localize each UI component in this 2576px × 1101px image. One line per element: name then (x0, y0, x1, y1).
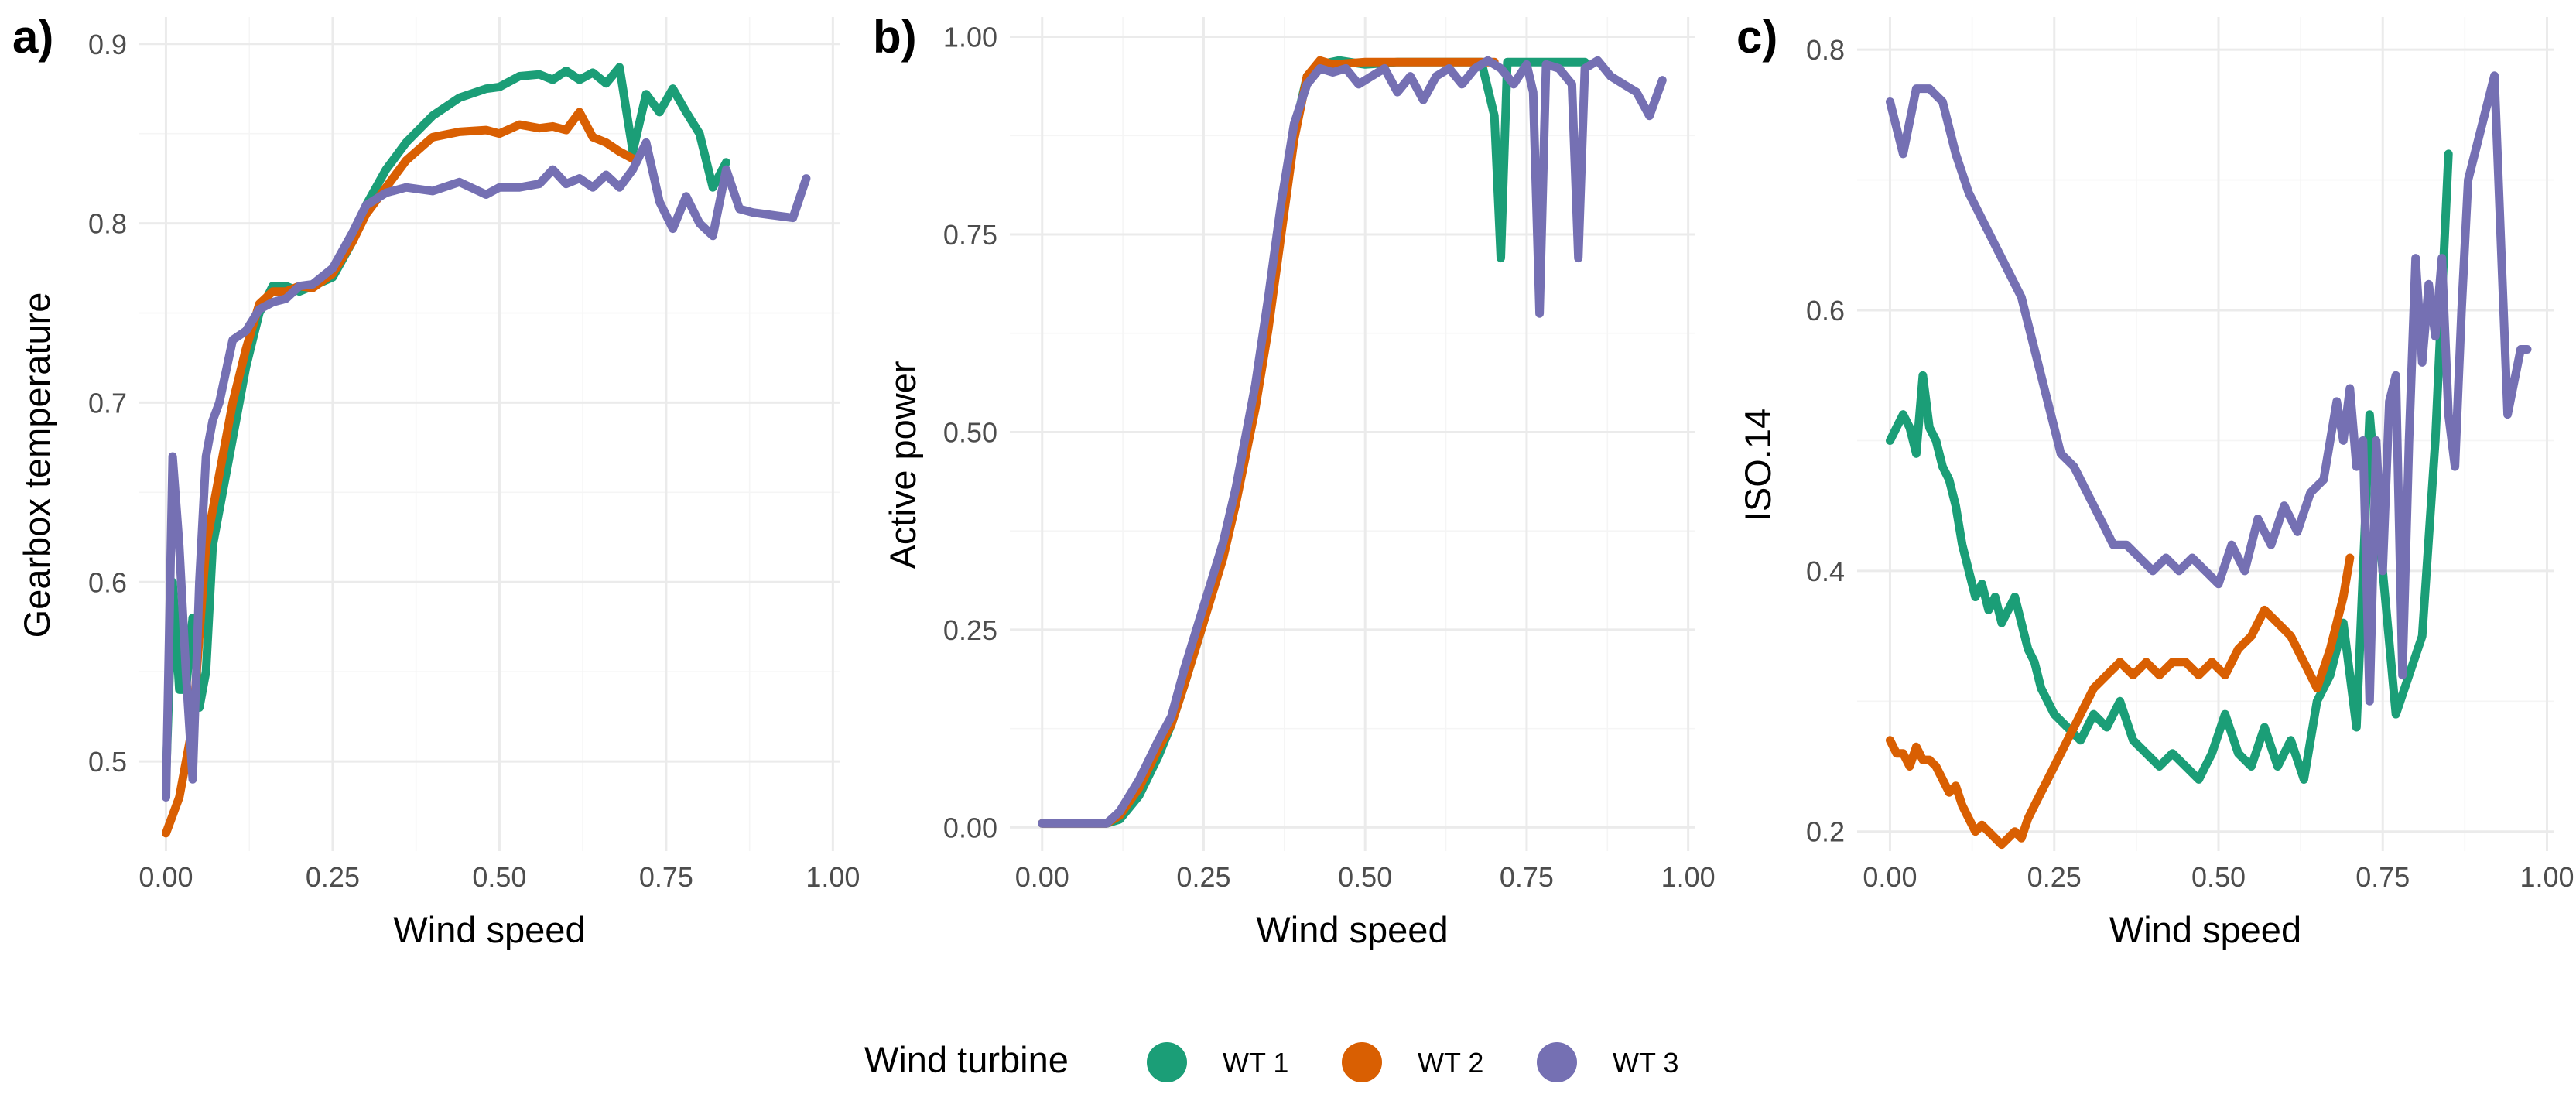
y-tick-label: 0.00 (943, 812, 997, 843)
chart-panels: 0.00 0.25 0.50 0.75 1.00 0.5 0.6 0.7 0.8 0.9 Wind … (12, 11, 2574, 950)
legend-label-wt3: WT 3 (1613, 1047, 1678, 1079)
panel-tag: a) (12, 11, 53, 63)
series-line-wt3 (1886, 71, 2532, 706)
x-axis-title: Wind speed (393, 909, 585, 950)
panel-2: 0.00 0.25 0.50 0.75 1.00 0.00 0.25 0.50 0.75 1.00… (873, 11, 1716, 950)
series-line-wt2 (1038, 56, 1499, 828)
y-tick-label: 0.4 (1806, 556, 1845, 587)
x-tick-label: 0.75 (1500, 861, 1554, 893)
series-line-wt2 (162, 108, 638, 838)
x-tick-label: 0.50 (1338, 861, 1392, 893)
x-tick-label: 0.00 (1863, 861, 1917, 893)
panel-3: 0.00 0.25 0.50 0.75 1.00 0.2 0.4 0.6 0.8 Wind spe… (1736, 11, 2574, 950)
legend-title: Wind turbine (864, 1039, 1069, 1080)
legend-label-wt1: WT 1 (1223, 1047, 1288, 1079)
y-tick-label: 0.5 (88, 746, 127, 778)
x-tick-label: 0.75 (2355, 861, 2410, 893)
series-line-wt2 (1886, 553, 2355, 850)
panel-tag: b) (873, 11, 917, 63)
y-axis-title: Gearbox temperature (16, 292, 57, 638)
x-tick-label: 1.00 (806, 861, 860, 893)
x-tick-label: 0.50 (2191, 861, 2246, 893)
y-tick-label: 0.50 (943, 416, 997, 448)
y-tick-label: 0.25 (943, 614, 997, 646)
panel-1: 0.00 0.25 0.50 0.75 1.00 0.5 0.6 0.7 0.8 0.9 Wind … (12, 11, 860, 950)
legend-key-wt3 (1537, 1042, 1577, 1082)
x-tick-label: 0.75 (639, 861, 693, 893)
legend-key-wt2 (1342, 1042, 1382, 1082)
x-tick-label: 1.00 (2520, 861, 2574, 893)
x-tick-label: 1.00 (1661, 861, 1716, 893)
y-tick-label: 0.2 (1806, 816, 1845, 848)
series-line-wt3 (1038, 56, 1667, 828)
y-tick-label: 0.75 (943, 219, 997, 251)
panel-tag: c) (1736, 11, 1777, 63)
y-axis-title: ISO.14 (1737, 409, 1778, 521)
x-tick-label: 0.00 (1015, 861, 1069, 893)
y-axis-title: Active power (882, 361, 923, 569)
y-tick-label: 0.6 (88, 566, 127, 598)
legend: Wind turbine WT 1 WT 2 WT 3 (864, 1039, 1678, 1082)
x-tick-label: 0.00 (139, 861, 193, 893)
series-line-wt1 (1038, 56, 1589, 828)
x-tick-label: 0.25 (2027, 861, 2082, 893)
x-tick-label: 0.50 (472, 861, 526, 893)
series-line-wt1 (1886, 149, 2453, 784)
y-tick-label: 0.6 (1806, 295, 1845, 327)
y-tick-label: 0.9 (88, 29, 127, 60)
x-axis-title: Wind speed (1256, 909, 1448, 950)
y-tick-label: 0.8 (88, 208, 127, 240)
y-tick-label: 0.7 (88, 387, 127, 419)
legend-key-wt1 (1147, 1042, 1187, 1082)
legend-label-wt2: WT 2 (1418, 1047, 1483, 1079)
y-tick-label: 0.8 (1806, 34, 1845, 66)
y-tick-label: 1.00 (943, 22, 997, 53)
x-tick-label: 0.25 (306, 861, 360, 893)
x-tick-label: 0.25 (1176, 861, 1230, 893)
series-line-wt1 (162, 63, 730, 784)
x-axis-title: Wind speed (2109, 909, 2301, 950)
series-line-wt3 (162, 138, 811, 802)
